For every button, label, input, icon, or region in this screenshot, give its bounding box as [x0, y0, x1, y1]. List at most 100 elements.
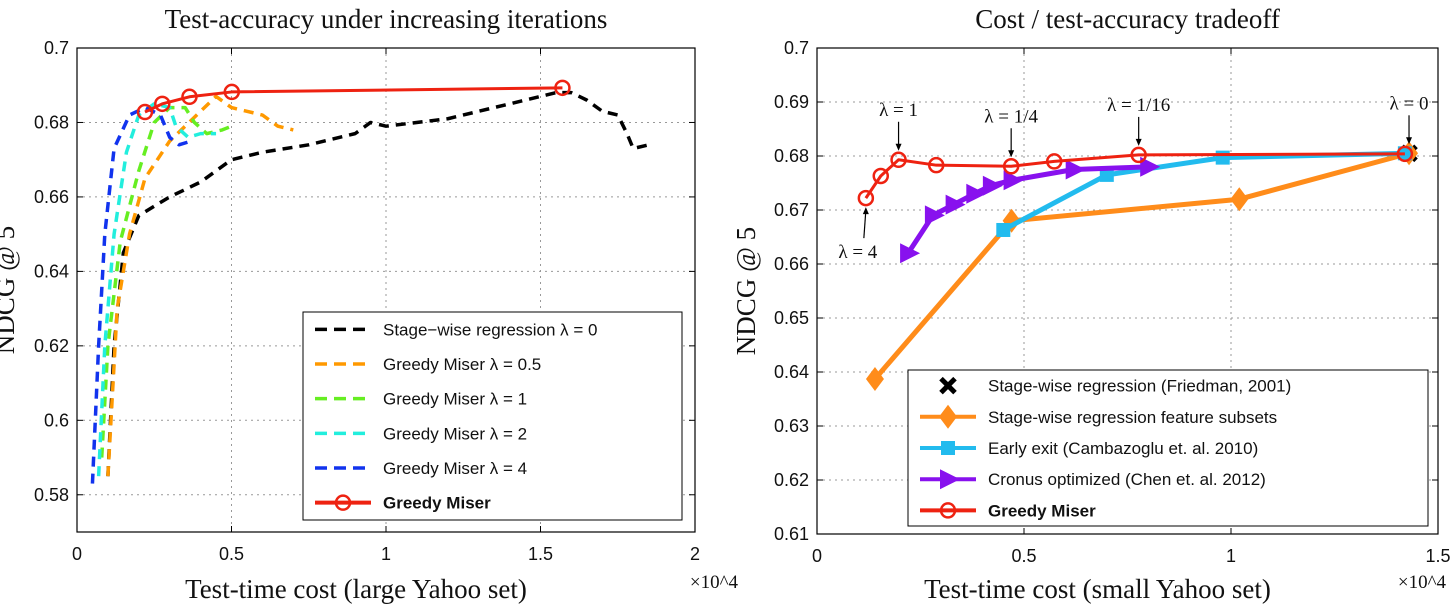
data-point	[1140, 156, 1161, 177]
data-point	[1230, 187, 1249, 212]
legend-label: Greedy Miser	[383, 494, 491, 513]
legend-label: Greedy Miser λ = 4	[383, 459, 527, 478]
legend-entry: Greedy Miser	[920, 501, 1096, 520]
y-tick-label: 0.69	[774, 92, 809, 112]
axes-frame	[76, 47, 696, 533]
data-point	[857, 189, 875, 207]
data-point	[996, 222, 1011, 237]
legend-marker	[939, 502, 957, 519]
y-tick-label: 0.68	[34, 112, 69, 132]
annotation-arrow	[863, 210, 867, 239]
legend-label: Stage−wise regression λ = 0	[383, 320, 598, 339]
series-line	[864, 152, 1405, 199]
y-axis-label: NDCG @ 5	[731, 227, 761, 355]
y-tick-label: 0.7	[784, 38, 809, 58]
chart-1: 0 0.5 1 1.5 2 0.58 0.6 0.62 0.64 0.66 0.68 0.7 Test-…	[0, 4, 700, 604]
x-tick-label: 0.5	[1011, 546, 1036, 566]
annotation-label: λ = 1/4	[984, 106, 1038, 127]
x-tick-label: 2	[690, 544, 700, 564]
y-tick-label: 0.61	[774, 524, 809, 544]
y-tick-label: 0.66	[774, 254, 809, 274]
y-tick-label: 0.7	[44, 38, 69, 58]
x-tick-label: 1	[381, 544, 391, 564]
data-point	[154, 95, 171, 113]
data-point	[1396, 145, 1414, 163]
legend-marker	[939, 404, 957, 429]
x-tick-label: 0.5	[219, 544, 244, 564]
legend-box	[302, 311, 683, 521]
legend-entry: Greedy Miser λ = 0.5	[315, 355, 541, 374]
legend: Stage−wise regression λ = 0 Greedy Miser …	[302, 311, 683, 521]
data-point	[872, 167, 890, 185]
data-point	[966, 183, 987, 204]
data-point	[982, 175, 1003, 196]
legend-entry: Stage−wise regression λ = 0	[315, 320, 598, 339]
x-tick-label: 1	[1226, 546, 1236, 566]
legend-entry: Stage-wise regression feature subsets	[920, 404, 1277, 429]
legend-label: Greedy Miser λ = 1	[383, 390, 527, 409]
arrow-head	[862, 207, 869, 215]
legend-entry: Greedy Miser λ = 4	[315, 459, 527, 478]
x-tick-label: 1.5	[528, 544, 553, 564]
y-tick-label: 0.64	[34, 261, 69, 281]
annotation-label: λ = 1	[879, 100, 918, 121]
data-point	[1099, 167, 1114, 182]
legend: Stage-wise regression (Friedman, 2001) St…	[907, 369, 1429, 527]
arrow-head	[895, 143, 902, 151]
legend-box	[907, 369, 1429, 527]
series-2	[865, 141, 1419, 392]
y-tick-label: 0.65	[774, 308, 809, 328]
data-point	[1397, 146, 1412, 161]
legend-marker	[334, 494, 352, 511]
axes-frame	[816, 47, 1439, 535]
data-point	[945, 194, 966, 215]
legend-entry: Stage-wise regression (Friedman, 2001)	[939, 376, 1291, 396]
legend-label: Greedy Miser λ = 2	[383, 424, 527, 443]
data-point	[554, 79, 571, 97]
legend-entry: Greedy Miser	[315, 494, 491, 513]
y-axis-label: NDCG @ 5	[0, 226, 20, 354]
legend-label: Stage-wise regression (Friedman, 2001)	[988, 377, 1291, 396]
y-tick-label: 0.58	[34, 485, 69, 505]
y-tick-label: 0.66	[34, 187, 69, 207]
series-5	[857, 145, 1414, 207]
chart-2: 0 0.5 1 1.5 0.61 0.62 0.63 0.64 0.65 0.66 0.67 0.68…	[731, 4, 1450, 604]
data-point	[924, 205, 945, 226]
data-point	[1065, 159, 1086, 180]
legend-label: Cronus optimized (Chen et. al. 2012)	[988, 470, 1266, 489]
data-point	[900, 243, 921, 264]
x-tick-label: 0	[812, 546, 822, 566]
arrow-head	[1406, 137, 1413, 145]
data-point	[136, 103, 154, 121]
x-tick-label: 1.5	[1425, 546, 1450, 566]
y-tick-label: 0.62	[34, 336, 69, 356]
legend-entry: Greedy Miser λ = 1	[315, 390, 527, 409]
legend-marker	[939, 376, 957, 395]
annotation: λ = 0	[1390, 93, 1429, 145]
series-line	[873, 150, 1410, 381]
arrow-head	[1135, 138, 1142, 146]
chart-title: Test-accuracy under increasing iteration…	[165, 4, 608, 34]
annotation: λ = 1/16	[1107, 95, 1170, 146]
series-1	[106, 90, 650, 477]
x-axis-label: Test-time cost (large Yahoo set)	[185, 574, 527, 604]
y-tick-label: 0.68	[774, 146, 809, 166]
series-line	[106, 94, 294, 477]
legend-marker	[941, 441, 955, 455]
annotation-label: λ = 1/16	[1107, 95, 1170, 116]
annotation-label: λ = 0	[1390, 93, 1429, 114]
y-tick-label: 0.67	[774, 200, 809, 220]
data-point	[1215, 150, 1230, 165]
annotation: λ = 4	[838, 207, 878, 263]
legend-label: Greedy Miser λ = 0.5	[383, 355, 541, 374]
chart-title: Cost / test-accuracy tradeoff	[975, 4, 1280, 34]
data-point	[181, 88, 198, 106]
legend-marker	[940, 469, 960, 490]
y-tick-label: 0.62	[774, 470, 809, 490]
data-point	[1130, 146, 1147, 164]
annotation: λ = 1	[879, 100, 918, 151]
legend-label: Early exit (Cambazoglu et. al. 2010)	[988, 439, 1258, 458]
data-point	[1045, 153, 1063, 170]
x-multiplier-chart-2: ×10^4	[1398, 572, 1447, 593]
